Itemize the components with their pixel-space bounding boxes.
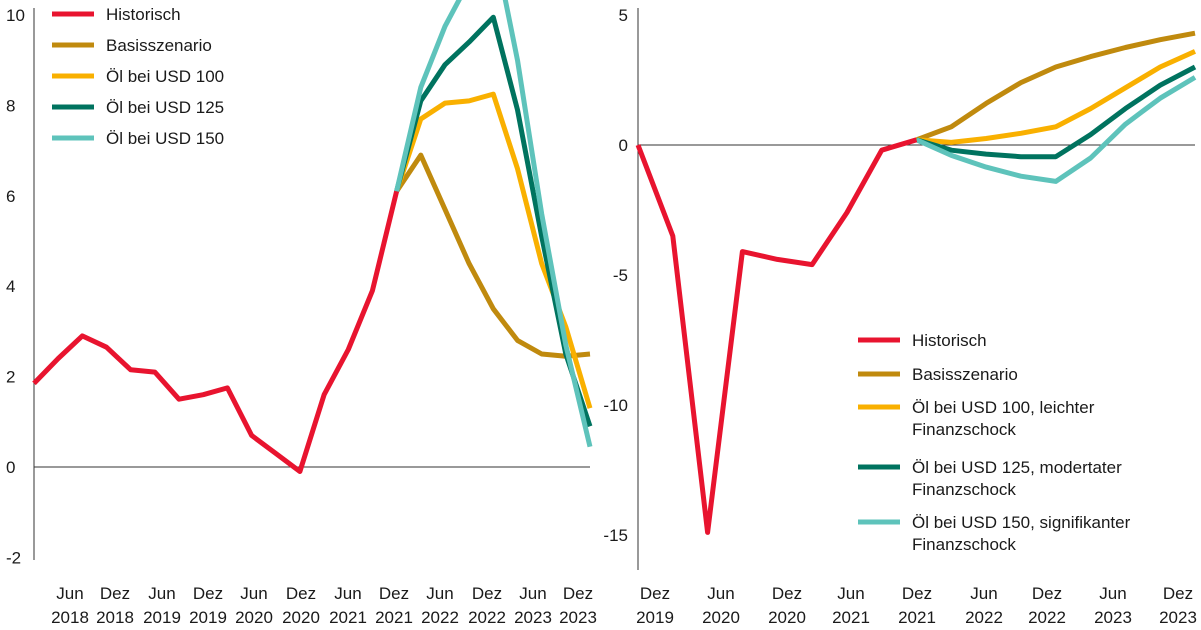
x-tick-label-month: Dez	[1032, 584, 1062, 603]
x-tick-label-year: 2021	[832, 608, 870, 627]
series-line-historisch	[32, 190, 400, 474]
x-tick-label-month: Jun	[240, 584, 267, 603]
chart-panel-1: 10 8 6 4 2 0 -2 Jun 2018 Dez 2018 Jun 2019 Dez 2019 Jun…	[6, 0, 597, 627]
legend-label: Historisch	[106, 5, 181, 24]
x-tick-label-year: 2023	[559, 608, 597, 627]
y-tick-label: 0	[6, 458, 15, 477]
legend-label: Finanzschock	[912, 535, 1016, 554]
y-tick-label: -10	[603, 396, 628, 415]
legend-label: Öl bei USD 100, leichter	[912, 398, 1095, 417]
x-tick-label-month: Jun	[707, 584, 734, 603]
series-line-oel150	[394, 0, 593, 448]
legend-label: Öl bei USD 125	[106, 98, 224, 117]
x-tick-label-month: Dez	[1163, 584, 1193, 603]
x-tick-label-month: Dez	[772, 584, 802, 603]
legend: Historisch Basisszenario Öl bei USD 100, l…	[858, 331, 1131, 554]
x-tick-label-month: Dez	[193, 584, 223, 603]
legend-label: Öl bei USD 150	[106, 129, 224, 148]
x-tick-label-year: 2021	[898, 608, 936, 627]
y-tick-label: -2	[6, 548, 21, 567]
x-tick-label-year: 2020	[235, 608, 273, 627]
x-tick-label-year: 2019	[189, 608, 227, 627]
y-tick-label: 2	[6, 368, 15, 387]
series-line-oel100	[916, 49, 1197, 145]
x-tick-label-month: Jun	[148, 584, 175, 603]
x-tick-label-month: Jun	[334, 584, 361, 603]
legend-label: Historisch	[912, 331, 987, 350]
x-tick-label-year: 2021	[329, 608, 367, 627]
series-line-oel125	[915, 64, 1197, 160]
legend-label: Öl bei USD 125, modertater	[912, 458, 1122, 477]
x-tick-label-year: 2023	[1094, 608, 1132, 627]
y-tick-label: 6	[6, 187, 15, 206]
y-tick-label: -15	[603, 526, 628, 545]
x-tick-label-month: Jun	[519, 584, 546, 603]
x-tick-label-month: Dez	[379, 584, 409, 603]
x-tick-label-month: Jun	[1099, 584, 1126, 603]
x-tick-label-month: Jun	[837, 584, 864, 603]
y-tick-label: -5	[613, 266, 628, 285]
x-tick-label-month: Dez	[563, 584, 593, 603]
x-tick-label-month: Dez	[902, 584, 932, 603]
x-tick-label-month: Jun	[426, 584, 453, 603]
series-line-oel100	[394, 91, 593, 409]
x-tick-label-month: Dez	[286, 584, 316, 603]
y-tick-label: 4	[6, 277, 15, 296]
series-line-basis	[394, 152, 591, 359]
x-tick-label-year: 2021	[375, 608, 413, 627]
x-tick-label-month: Jun	[56, 584, 83, 603]
legend-label: Basisszenario	[106, 36, 212, 55]
x-tick-label-year: 2020	[768, 608, 806, 627]
x-tick-label-year: 2023	[514, 608, 552, 627]
x-tick-label-month: Dez	[100, 584, 130, 603]
x-tick-label-year: 2018	[96, 608, 134, 627]
y-tick-label: 10	[6, 6, 25, 25]
x-tick-label-month: Jun	[970, 584, 997, 603]
legend-label: Öl bei USD 100	[106, 67, 224, 86]
legend-label: Finanzschock	[912, 480, 1016, 499]
x-tick-label-year: 2023	[1159, 608, 1197, 627]
x-tick-label-year: 2020	[702, 608, 740, 627]
legend-label: Öl bei USD 150, signifikanter	[912, 513, 1131, 532]
series-line-oel150	[915, 75, 1197, 184]
legend: Historisch Basisszenario Öl bei USD 100 Öl …	[52, 5, 224, 148]
x-tick-label-year: 2018	[51, 608, 89, 627]
y-tick-label: 0	[619, 136, 628, 155]
x-tick-label-month: Dez	[640, 584, 670, 603]
legend-label: Basisszenario	[912, 365, 1018, 384]
y-tick-label: 8	[6, 96, 15, 115]
x-tick-label-year: 2019	[143, 608, 181, 627]
series-line-historisch	[635, 137, 918, 535]
x-tick-label-year: 2022	[468, 608, 506, 627]
legend-label: Finanzschock	[912, 420, 1016, 439]
x-tick-label-year: 2022	[421, 608, 459, 627]
series-line-basis	[915, 30, 1196, 143]
x-tick-label-year: 2022	[965, 608, 1003, 627]
y-tick-label: 5	[619, 6, 628, 25]
x-tick-label-year: 2019	[636, 608, 674, 627]
chart-panel-2: 5 0 -5 -10 -15 Dez 2019 Jun 2020 Dez 2020 Jun 2021 De…	[603, 6, 1196, 627]
x-tick-label-year: 2020	[282, 608, 320, 627]
x-tick-label-month: Dez	[472, 584, 502, 603]
x-tick-label-year: 2022	[1028, 608, 1066, 627]
